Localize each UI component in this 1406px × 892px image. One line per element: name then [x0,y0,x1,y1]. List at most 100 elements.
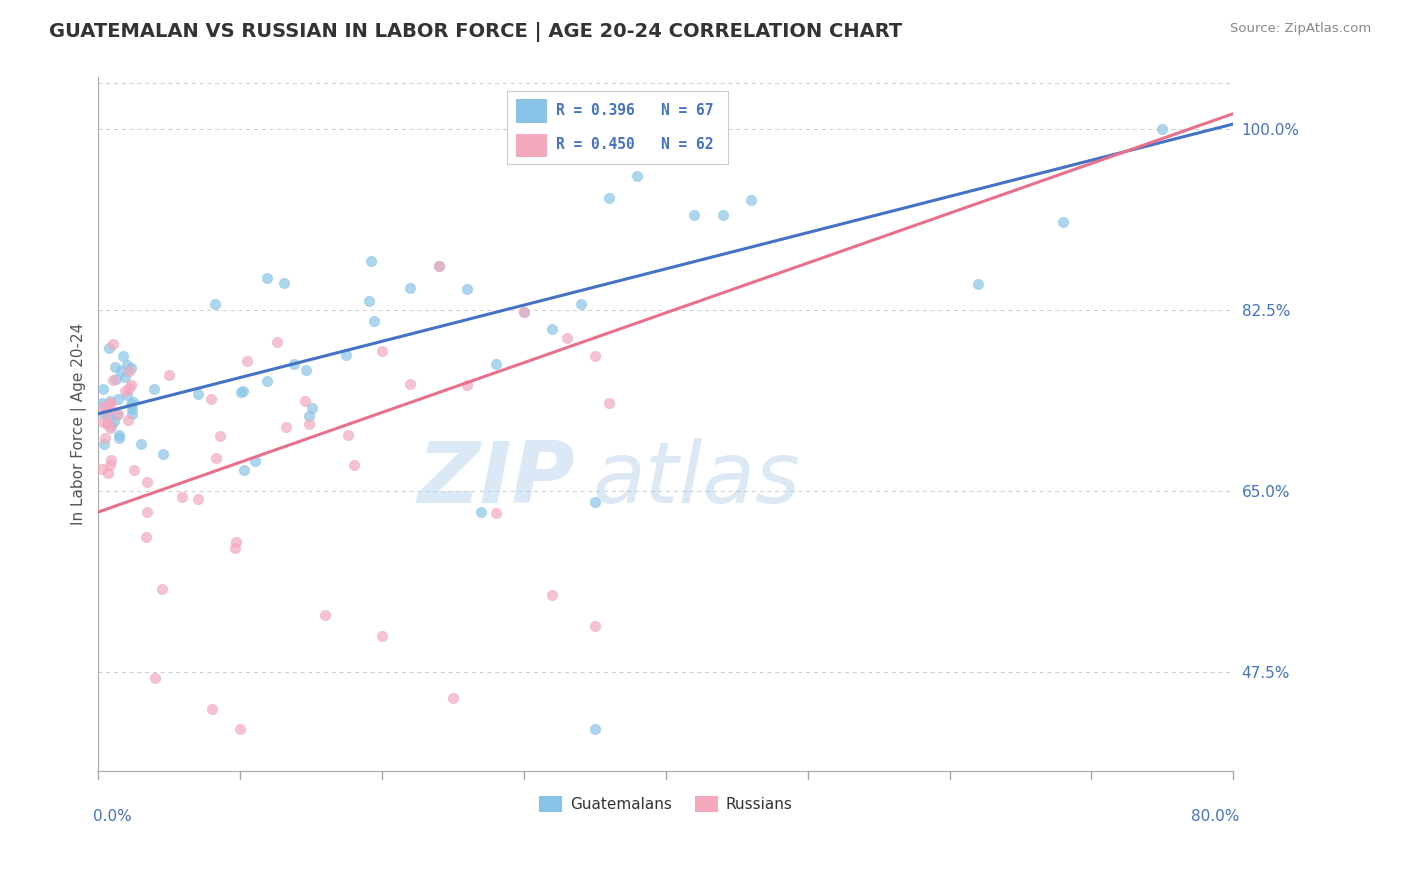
Point [96,405,118,419]
Point [456,377,478,392]
Point [236,354,259,368]
Text: GUATEMALAN VS RUSSIAN IN LABOR FORCE | AGE 20-24 CORRELATION CHART: GUATEMALAN VS RUSSIAN IN LABOR FORCE | A… [49,22,903,42]
Point [152,447,174,461]
Point [121,407,143,421]
Text: 0.0%: 0.0% [93,809,131,824]
Point [94,431,117,445]
Point [967,277,990,292]
Point [541,322,564,336]
Point [114,384,136,398]
Point [114,370,136,384]
Point [337,428,360,442]
Point [266,334,288,349]
Legend: Guatemalans, Russians: Guatemalans, Russians [533,790,799,819]
Point [97,416,120,430]
Point [120,397,142,411]
Point [343,458,366,473]
Point [104,372,127,386]
Point [157,368,180,382]
Point [357,294,380,309]
Point [371,629,394,643]
Point [108,431,131,445]
Point [335,348,357,362]
Text: atlas: atlas [592,438,800,521]
Point [229,384,252,399]
Point [187,387,209,401]
Point [97,466,120,480]
Point [583,619,606,633]
Point [541,588,564,602]
Point [107,407,129,421]
Text: ZIP: ZIP [418,438,575,521]
Point [97,409,120,424]
Point [118,381,141,395]
Point [121,402,143,417]
Point [314,608,336,623]
Point [256,374,278,388]
Point [103,414,125,428]
Point [470,505,492,519]
Point [598,191,620,205]
Point [93,407,115,421]
Point [232,384,254,398]
Point [103,373,125,387]
Point [100,453,122,467]
Point [232,463,254,477]
Point [1052,215,1074,229]
Point [98,394,121,409]
Point [96,417,118,432]
Y-axis label: In Labor Force | Age 20-24: In Labor Force | Age 20-24 [72,323,87,525]
Point [98,458,121,472]
Point [204,451,226,466]
Point [122,395,145,409]
Point [201,701,224,715]
Point [484,358,506,372]
Point [129,436,152,450]
Point [298,409,321,423]
Point [110,364,132,378]
Point [117,413,139,427]
Point [513,304,536,318]
Point [229,723,252,737]
Point [91,396,114,410]
Point [136,475,159,490]
Point [363,314,385,328]
Point [371,344,394,359]
Point [93,436,115,450]
Point [208,429,231,443]
Point [283,357,305,371]
Point [118,364,141,378]
Point [301,401,323,416]
Point [91,400,114,414]
Point [256,270,278,285]
Point [172,490,194,504]
Point [100,396,122,410]
Point [98,396,121,410]
Point [298,417,321,431]
Point [142,382,165,396]
Point [456,282,478,296]
Point [101,337,124,351]
Point [204,297,226,311]
Point [91,382,114,396]
Point [150,582,173,596]
Point [91,415,114,429]
Point [117,358,139,372]
Point [399,281,422,295]
Point [136,506,159,520]
Point [224,541,246,556]
Point [294,363,316,377]
Point [122,462,145,476]
Point [225,534,247,549]
Point [484,506,506,520]
Point [360,254,382,268]
Text: 80.0%: 80.0% [1191,809,1239,824]
Point [107,408,129,422]
Point [569,297,592,311]
Point [583,350,606,364]
Point [427,260,450,274]
Point [107,428,129,442]
Point [120,361,142,376]
Point [1152,122,1174,136]
Point [243,453,266,467]
